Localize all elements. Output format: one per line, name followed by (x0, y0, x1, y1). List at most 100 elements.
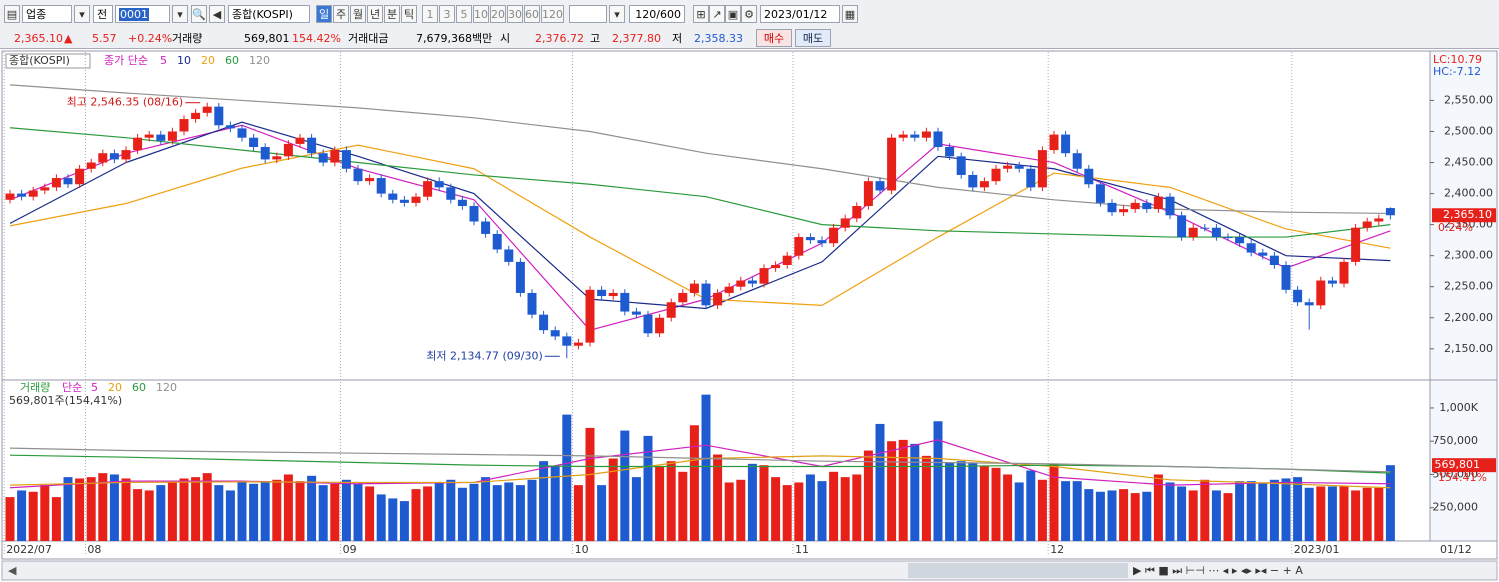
candle-body (191, 112, 201, 120)
tool-icon[interactable]: ↗ (709, 5, 725, 23)
candle-body (144, 134, 154, 138)
volume-bar (852, 474, 862, 541)
interval-button[interactable]: 10 (473, 5, 489, 23)
volume-bar (307, 475, 317, 541)
market-select[interactable]: 업종 (22, 5, 72, 23)
interval-button[interactable]: 3 (439, 5, 455, 23)
candle-body (225, 125, 235, 129)
tool-icon[interactable]: ⊞ (693, 5, 709, 23)
volume-bar (411, 489, 421, 541)
period-button[interactable]: 틱 (401, 5, 417, 23)
legend-entry: 20 (108, 381, 122, 394)
volume-bar (898, 439, 908, 541)
volume-pct-label: 154.41% (1438, 471, 1487, 484)
volume-bar (1339, 486, 1349, 541)
volume-bar (457, 487, 467, 541)
buy-button[interactable]: 매수 (756, 29, 792, 47)
period-button[interactable]: 분 (384, 5, 400, 23)
volume-bar (597, 485, 607, 541)
low: 2,358.33 (694, 31, 743, 45)
volume-bar (341, 479, 351, 541)
y-tick-label: 2,400.00 (1444, 187, 1493, 200)
period-button[interactable]: 일 (316, 5, 332, 23)
lc: LC:10.79 (1433, 53, 1482, 66)
interval-button[interactable]: 1 (422, 5, 438, 23)
dropdown[interactable]: ▾ (609, 5, 625, 23)
volume-bar (794, 482, 804, 541)
scrollbar[interactable] (1, 560, 1498, 581)
calendar[interactable]: ▦ (842, 5, 858, 23)
y-tick-label: 250,000 (1433, 501, 1479, 514)
candle-body (1269, 255, 1279, 265)
x-tick-label: 10 (575, 543, 589, 556)
y-tick-label: 1,000K (1439, 401, 1478, 414)
candle-body (759, 268, 769, 284)
candle-body (75, 168, 85, 185)
candle-body (260, 147, 270, 160)
candle-body (1188, 227, 1198, 238)
period-button[interactable]: 월 (350, 5, 366, 23)
volume-bar (423, 486, 433, 541)
volume-bar (1188, 490, 1198, 541)
volume-bar (1281, 478, 1291, 541)
candle-body (434, 181, 444, 188)
y-tick-label: 500,000 (1433, 467, 1479, 480)
candle-body (1142, 202, 1152, 210)
scroll-thumb[interactable] (908, 563, 1128, 578)
interval-button[interactable]: 120 (541, 5, 564, 23)
interval-button[interactable]: 20 (490, 5, 506, 23)
volume-bar (318, 485, 328, 541)
dropdown[interactable]: ▾ (172, 5, 188, 23)
candle-body (1177, 215, 1187, 238)
sell-button[interactable]: 매도 (795, 29, 831, 47)
volume-bar (109, 474, 119, 541)
volume-bar (1235, 481, 1245, 541)
candle-body (28, 190, 38, 197)
candle-body (133, 137, 143, 151)
volume-summary: 569,801주(154,41%) (9, 394, 122, 407)
candle-body (202, 106, 212, 113)
code-text: 0001 (119, 7, 149, 21)
search[interactable]: 🔍 (191, 5, 207, 23)
dropdown[interactable]: ▾ (74, 5, 90, 23)
candle-body (829, 227, 839, 244)
period-button[interactable]: 주 (333, 5, 349, 23)
code-input[interactable]: 0001 (115, 5, 170, 23)
tool-icon[interactable]: ▣ (725, 5, 741, 23)
volume-bar (1304, 487, 1314, 541)
change: 5.57 (92, 31, 117, 45)
volume-bar (620, 430, 630, 541)
interval-button[interactable]: 5 (456, 5, 472, 23)
interval-button[interactable]: 30 (507, 5, 523, 23)
volume-bar (1026, 470, 1036, 541)
volume-bar (713, 454, 723, 541)
legend-entry: 120 (156, 381, 177, 394)
period-button[interactable]: 년 (367, 5, 383, 23)
menu-icon[interactable]: ▤ (4, 5, 20, 23)
candle-body (817, 240, 827, 244)
volume-bar (829, 471, 839, 541)
volume-bar (921, 455, 931, 541)
prev-button[interactable]: 전 (93, 5, 113, 23)
volume-bar (133, 489, 143, 541)
volume-bar (469, 483, 479, 541)
volume-bar (504, 482, 514, 541)
volume-bar (539, 461, 549, 541)
candle-body (109, 153, 119, 160)
sound[interactable]: ◀ (209, 5, 225, 23)
blank-field[interactable] (569, 5, 607, 23)
volume: 569,801 (244, 31, 290, 45)
candle-body (1014, 165, 1024, 169)
moving-average (9, 84, 1391, 215)
volume-bar (28, 491, 38, 541)
volume-bar (1177, 486, 1187, 541)
date-field[interactable]: 2023/01/12 (760, 5, 840, 23)
volume-bar (631, 477, 641, 541)
volume-bar (202, 473, 212, 541)
candle-body (910, 134, 920, 138)
volume-bar (1037, 479, 1047, 541)
interval-button[interactable]: 60 (524, 5, 540, 23)
volume-bar (887, 441, 897, 541)
volume-bar (933, 421, 943, 541)
settings[interactable]: ⚙ (741, 5, 757, 23)
